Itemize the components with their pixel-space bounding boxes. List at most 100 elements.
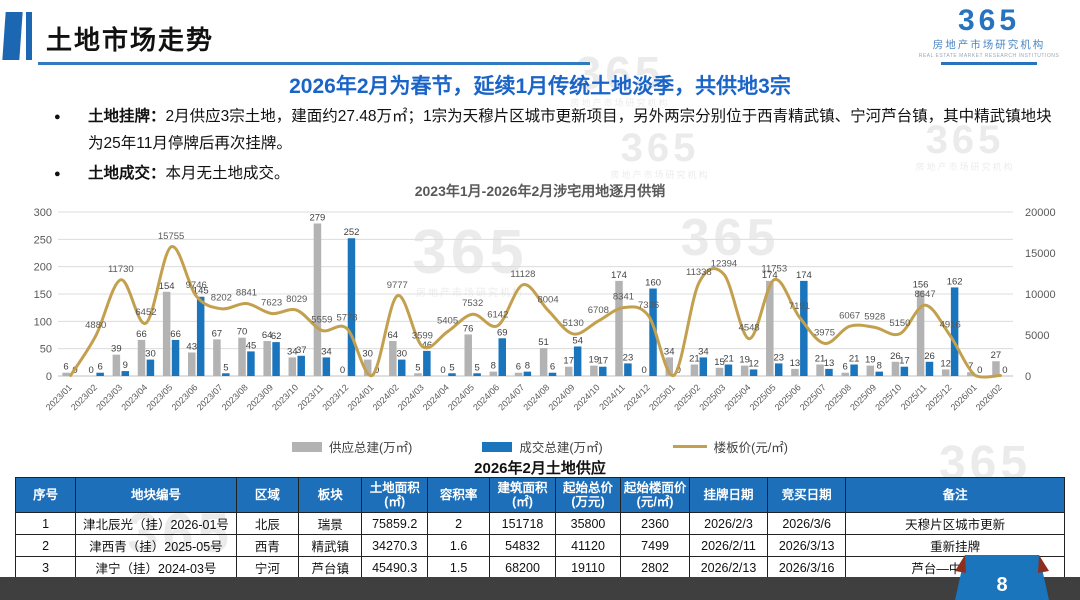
transaction-bar-label: 5 — [475, 362, 480, 373]
transaction-bar-label: 26 — [924, 351, 935, 362]
transaction-bar — [699, 357, 708, 376]
x-axis-label: 2025/02 — [672, 382, 702, 412]
supply-bar-label: 174 — [611, 270, 627, 281]
supply-bar — [766, 280, 774, 376]
supply-bar-label: 43 — [186, 341, 197, 352]
left-axis-tick: 0 — [46, 371, 52, 383]
transaction-bar-label: 69 — [497, 327, 508, 338]
table-column-header: 备注 — [845, 477, 1065, 513]
table-cell: 45490.3 — [361, 556, 428, 579]
table-cell: 天穆片区城市更新 — [845, 512, 1065, 535]
supply-bar-label: 174 — [762, 270, 778, 281]
supply-bar — [715, 367, 724, 376]
supply-bar-label: 76 — [463, 323, 474, 334]
left-axis-tick: 100 — [34, 316, 52, 328]
transaction-bar-label: 162 — [947, 276, 963, 287]
transaction-bar-label: 46 — [422, 340, 433, 351]
transaction-bar-label: 21 — [849, 354, 860, 365]
x-axis-label: 2024/02 — [371, 382, 401, 412]
legend-label: 供应总建(万㎡) — [329, 441, 413, 455]
transaction-bar — [875, 371, 883, 376]
price-line-label: 11730 — [108, 264, 134, 275]
price-line-label: 8004 — [537, 294, 558, 305]
left-axis-tick: 250 — [34, 234, 52, 246]
table-cell: 151718 — [489, 512, 556, 535]
x-axis-label: 2023/04 — [119, 382, 149, 412]
supply-bar-label: 6 — [516, 362, 521, 373]
x-axis-label: 2024/03 — [396, 382, 426, 412]
transaction-bar — [322, 357, 331, 376]
supply-bar-label: 19 — [865, 355, 876, 366]
table-cell: 2026/3/13 — [767, 534, 847, 557]
table-column-header: 起始楼面价 (元/㎡) — [620, 477, 690, 513]
transaction-bar-label: 8 — [877, 361, 882, 372]
transaction-bar — [925, 361, 934, 376]
transaction-bar-label: 174 — [796, 270, 812, 281]
transaction-bar — [774, 363, 783, 376]
price-line-label: 4916 — [940, 320, 961, 331]
price-line-label: 11338 — [686, 267, 712, 278]
page-title: 土地市场走势 — [46, 25, 215, 55]
supply-swatch-icon — [292, 441, 323, 452]
x-axis-label: 2023/11 — [296, 382, 326, 412]
supply-bar-label: 8 — [491, 361, 496, 372]
table-cell: 精武镇 — [298, 534, 363, 557]
x-axis-label: 2026/02 — [974, 382, 1004, 412]
transaction-bar — [624, 363, 632, 376]
transaction-bar — [548, 372, 557, 376]
footer-bar — [0, 577, 1080, 600]
table-cell: 2026/2/11 — [688, 534, 769, 557]
page-number: 8 — [996, 574, 1007, 596]
transaction-bar — [523, 371, 532, 376]
supply-bar — [162, 291, 171, 376]
x-axis-label: 2023/10 — [270, 382, 300, 412]
land-supply-table: 序号 地块编号 区域 板块 土地面积 (㎡) 容积率 建筑面积 (㎡) 起始总价 (万元) 起始楼面价… — [14, 477, 1065, 579]
bullet-land-deal: ● 土地成交：本月无土地成交。 — [30, 160, 1052, 187]
supply-bar — [137, 339, 146, 376]
logo-365-icon: 365 — [957, 4, 1021, 37]
bullet-text: 本月无土地成交。 — [165, 165, 290, 182]
chart-legend: 供应总建(万㎡) 成交总建(万㎡) 楼板价(元/㎡) — [0, 437, 1080, 456]
transaction-bar-label: 9 — [123, 360, 128, 371]
table-cell: 34270.3 — [361, 534, 428, 557]
supply-bar-label: 5 — [415, 362, 420, 373]
supply-bar — [313, 223, 322, 376]
right-axis-tick: 20000 — [1025, 207, 1056, 219]
legend-label: 楼板价(元/㎡) — [713, 441, 788, 455]
transaction-bar-label: 12 — [748, 358, 759, 369]
price-line-label: 6067 — [839, 310, 860, 321]
legend-supply: 供应总建(万㎡) — [292, 437, 412, 456]
table-cell: 54832 — [489, 534, 556, 557]
transaction-bar — [649, 288, 657, 376]
supply-bar-label: 64 — [387, 330, 398, 341]
table-cell: 1 — [14, 512, 77, 535]
x-axis-label: 2023/07 — [195, 382, 225, 412]
table-cell: 重新挂牌 — [845, 534, 1065, 557]
table-cell: 2026/2/3 — [688, 512, 769, 535]
price-line-label: 11753 — [761, 264, 787, 275]
price-line-label: 11128 — [510, 269, 535, 280]
price-line-label: 12394 — [711, 258, 737, 269]
x-axis-label: 2023/01 — [44, 382, 74, 412]
table-cell: 2802 — [620, 556, 690, 579]
price-line-label: 5130 — [563, 318, 584, 329]
supply-bar-label: 27 — [991, 350, 1002, 361]
table-title: 2026年2月土地供应 — [474, 460, 606, 477]
transaction-bar — [423, 350, 431, 376]
transaction-bar-label: 160 — [645, 278, 661, 289]
price-line-label: 9777 — [387, 280, 408, 291]
transaction-bar — [749, 369, 758, 376]
price-line-label: 8029 — [286, 294, 307, 305]
header-accent-bar — [2, 12, 23, 60]
right-axis-tick: 5000 — [1025, 330, 1049, 342]
transaction-bar — [146, 359, 155, 376]
supply-bar-label: 7 — [968, 361, 973, 372]
x-axis-label: 2023/03 — [94, 382, 124, 412]
supply-bar — [841, 372, 849, 376]
x-axis-label: 2024/11 — [597, 382, 627, 412]
transaction-bar-label: 21 — [723, 354, 734, 365]
x-axis-label: 2025/07 — [798, 382, 828, 412]
supply-bar-label: 6 — [842, 362, 847, 373]
x-axis-label: 2025/12 — [924, 382, 954, 412]
transaction-bar-label: 0 — [977, 365, 982, 376]
